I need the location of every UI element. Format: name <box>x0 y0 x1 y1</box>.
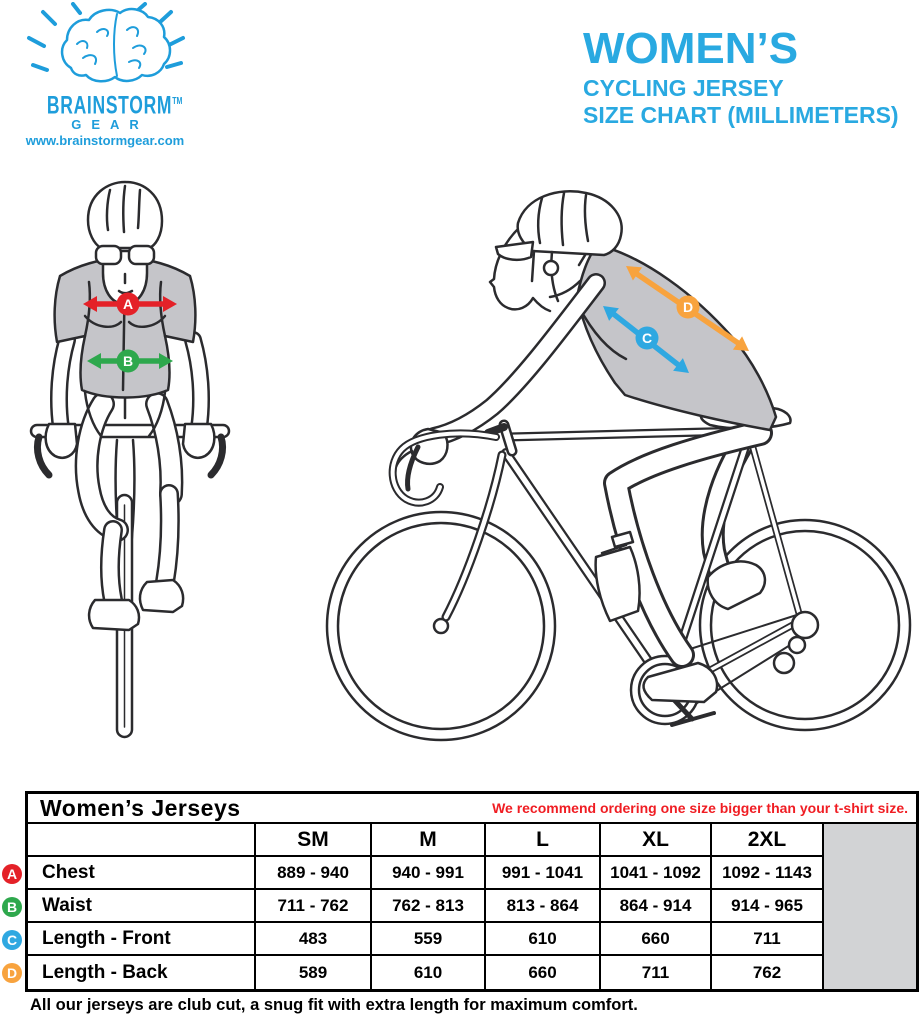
side-view-cyclist-illustration: D C <box>325 190 912 742</box>
size-column-spacer <box>28 824 256 857</box>
row-label-waist: Waist <box>28 890 256 923</box>
svg-text:D: D <box>7 965 17 981</box>
row-label-chest: Chest <box>28 857 256 890</box>
waist-value-2xl: 914 - 965 <box>712 890 824 923</box>
brain-gyri-lines <box>76 26 147 69</box>
brand-name: BRAINSTORMTM <box>46 91 183 120</box>
length-front-value-l: 610 <box>486 923 601 956</box>
row-label-length-back: Length - Back <box>28 956 256 989</box>
side-jersey <box>575 243 778 432</box>
svg-text:C: C <box>642 330 652 346</box>
row-badge-c: C <box>2 930 22 950</box>
title-line-2: CYCLING JERSEY <box>583 75 784 101</box>
svg-text:C: C <box>7 932 17 948</box>
chest-value-l: 991 - 1041 <box>486 857 601 890</box>
title-line-3: SIZE CHART (MILLIMETERS) <box>583 102 899 128</box>
chest-value-sm: 889 - 940 <box>256 857 372 890</box>
measure-badge-c <box>635 326 659 350</box>
water-bottle <box>594 530 641 623</box>
trademark-symbol: TM <box>172 96 183 107</box>
fit-note: All our jerseys are club cut, a snug fit… <box>30 996 638 1014</box>
chest-value-2xl: 1092 - 1143 <box>712 857 824 890</box>
size-table: Women’s Jerseys We recommend ordering on… <box>25 791 919 992</box>
size-column-header-2xl: 2XL <box>712 824 824 857</box>
measure-badge-d <box>676 295 700 319</box>
length-back-value-sm: 589 <box>256 956 372 989</box>
empty-gray-column <box>824 824 916 989</box>
size-column-header-l: L <box>486 824 601 857</box>
front-head <box>86 180 164 306</box>
svg-text:B: B <box>123 353 133 369</box>
row-label-length-front: Length - Front <box>28 923 256 956</box>
row-badge-b: B <box>2 897 22 917</box>
length-front-measure-arrow: C <box>603 306 689 373</box>
length-back-value-l: 660 <box>486 956 601 989</box>
size-recommendation-note: We recommend ordering one size bigger th… <box>492 800 908 816</box>
svg-text:B: B <box>7 899 17 915</box>
svg-text:D: D <box>683 299 693 315</box>
side-head <box>488 190 623 313</box>
length-back-measure-arrow: D <box>626 266 749 351</box>
length-front-value-2xl: 711 <box>712 923 824 956</box>
size-column-header-m: M <box>372 824 486 857</box>
chest-value-m: 940 - 991 <box>372 857 486 890</box>
front-arms <box>44 331 216 460</box>
waist-value-m: 762 - 813 <box>372 890 486 923</box>
title-line-1: WOMEN’S <box>583 24 799 73</box>
chest-value-xl: 1041 - 1092 <box>601 857 712 890</box>
waist-value-l: 813 - 864 <box>486 890 601 923</box>
length-back-value-2xl: 762 <box>712 956 824 989</box>
row-badge-a: A <box>2 864 22 884</box>
front-leg <box>603 420 773 704</box>
waist-value-xl: 864 - 914 <box>601 890 712 923</box>
length-back-value-m: 610 <box>372 956 486 989</box>
waist-measure-arrow: B <box>87 349 173 373</box>
brainstorm-brain-icon <box>27 2 185 83</box>
length-front-value-xl: 660 <box>601 923 712 956</box>
chest-measure-arrow: A <box>83 292 177 316</box>
table-title: Women’s Jerseys <box>40 794 241 821</box>
front-view-cyclist-illustration: A B <box>29 180 231 739</box>
length-back-value-xl: 711 <box>601 956 712 989</box>
brand-division: GEAR <box>71 117 149 133</box>
side-handlebar <box>388 429 500 507</box>
length-front-value-sm: 483 <box>256 923 372 956</box>
length-front-value-m: 559 <box>372 923 486 956</box>
logo-rays <box>27 2 185 72</box>
svg-text:A: A <box>123 296 133 312</box>
brand-logo: BRAINSTORMTM GEAR www.brainstormgear.com <box>22 2 188 149</box>
measure-badge-a <box>116 292 140 316</box>
table-header-row: Women’s Jerseys We recommend ordering on… <box>28 794 916 824</box>
waist-value-sm: 711 - 762 <box>256 890 372 923</box>
svg-text:A: A <box>7 866 17 882</box>
size-column-header-sm: SM <box>256 824 372 857</box>
measure-badge-b <box>116 349 140 373</box>
page-title: WOMEN’S CYCLING JERSEY SIZE CHART (MILLI… <box>583 26 918 129</box>
row-badge-d: D <box>2 963 22 983</box>
size-column-header-xl: XL <box>601 824 712 857</box>
brand-website: www.brainstormgear.com <box>25 133 185 149</box>
